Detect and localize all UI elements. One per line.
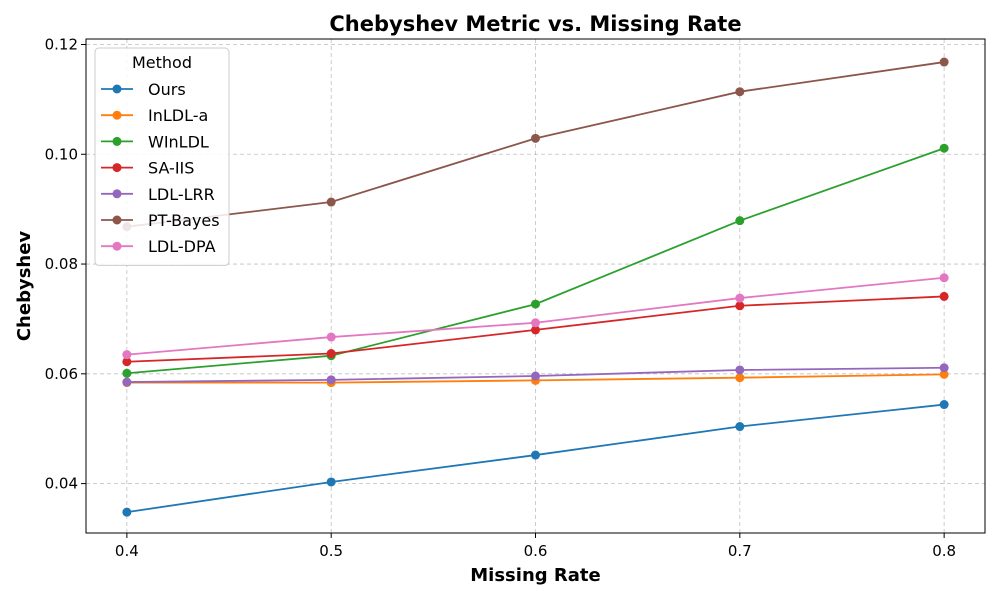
x-tick-label: 0.6 [524, 542, 548, 560]
series-sa-iis [122, 291, 949, 367]
legend-item: SA-IIS [101, 159, 194, 178]
data-point [122, 357, 132, 367]
axes: 0.4 0.5 0.6 0.7 0.8 0.04 0.06 0.08 0.10 0.12 [45, 35, 956, 560]
data-point [939, 291, 949, 301]
data-point [735, 293, 745, 303]
legend-swatch-marker [112, 136, 122, 146]
x-tick-label: 0.7 [728, 542, 752, 560]
legend-label: InLDL-a [148, 106, 208, 125]
x-tick-label: 0.4 [115, 542, 139, 560]
data-point [326, 197, 336, 207]
data-point [735, 87, 745, 97]
data-point [939, 363, 949, 373]
x-tick-label: 0.5 [319, 542, 343, 560]
data-point [531, 299, 540, 309]
y-tick-label: 0.08 [45, 255, 78, 273]
data-point [122, 368, 132, 378]
legend-swatch-marker [112, 189, 122, 199]
legend: Method Ours InLDL-a WInLDL SA-IIS LDL-LRR PT-B… [94, 47, 230, 266]
data-point [326, 375, 336, 385]
data-point [939, 273, 949, 283]
legend-item: InLDL-a [101, 106, 208, 125]
legend-item: Ours [101, 80, 186, 99]
legend-box [94, 47, 230, 266]
x-tick-label: 0.8 [932, 542, 956, 560]
legend-item: LDL-DPA [101, 237, 216, 256]
y-tick-label: 0.12 [45, 35, 78, 53]
legend-item: WInLDL [101, 132, 209, 151]
data-point [122, 350, 132, 360]
data-point [122, 377, 132, 387]
legend-label: WInLDL [148, 132, 209, 151]
data-point [735, 365, 745, 375]
legend-swatch-marker [112, 163, 122, 173]
data-point [122, 507, 132, 517]
y-tick-label: 0.04 [45, 475, 78, 493]
legend-swatch-marker [112, 84, 122, 94]
data-point [531, 450, 540, 460]
data-point [939, 57, 949, 67]
legend-item: PT-Bayes [101, 211, 220, 230]
series-ldl-lrr [122, 363, 949, 387]
legend-swatch-marker [112, 241, 122, 251]
legend-item: LDL-LRR [101, 185, 215, 204]
legend-label: LDL-LRR [148, 185, 215, 204]
legend-label: PT-Bayes [148, 211, 220, 230]
legend-label: Ours [148, 80, 186, 99]
series-layer [122, 57, 949, 517]
data-point [735, 301, 745, 311]
data-point [326, 477, 336, 487]
legend-title: Method [132, 53, 192, 72]
series-pt-bayes [122, 57, 949, 232]
y-tick-label: 0.10 [45, 145, 78, 163]
data-point [531, 325, 540, 335]
legend-label: LDL-DPA [148, 237, 216, 256]
data-point [531, 371, 540, 381]
data-point [939, 400, 949, 410]
data-point [939, 369, 949, 379]
legend-swatch-marker [112, 110, 122, 120]
data-point [735, 373, 745, 383]
data-point [326, 349, 336, 359]
x-axis-title: Missing Rate [470, 565, 600, 586]
chart-title: Chebyshev Metric vs. Missing Rate [329, 12, 741, 36]
data-point [531, 318, 540, 328]
legend-swatch-marker [112, 215, 122, 225]
data-point [939, 143, 949, 153]
y-tick-label: 0.06 [45, 365, 78, 383]
legend-label: SA-IIS [148, 159, 194, 178]
data-point [326, 332, 336, 342]
data-point [531, 133, 540, 143]
y-axis-title: Chebyshev [14, 231, 35, 342]
data-point [735, 422, 745, 432]
series-ours [122, 400, 949, 517]
series-ldl-dpa [122, 273, 949, 360]
data-point [735, 216, 745, 226]
